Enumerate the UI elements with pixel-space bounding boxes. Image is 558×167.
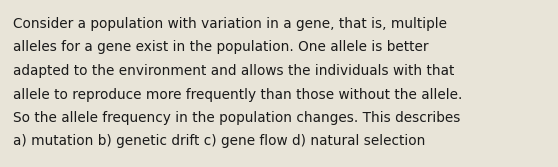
Text: allele to reproduce more frequently than those without the allele.: allele to reproduce more frequently than… xyxy=(13,88,463,102)
Text: adapted to the environment and allows the individuals with that: adapted to the environment and allows th… xyxy=(13,64,454,78)
Text: Consider a population with variation in a gene, that is, multiple: Consider a population with variation in … xyxy=(13,17,447,31)
Text: So the allele frequency in the population changes. This describes: So the allele frequency in the populatio… xyxy=(13,111,460,125)
Text: a) mutation b) genetic drift c) gene flow d) natural selection: a) mutation b) genetic drift c) gene flo… xyxy=(13,134,425,148)
Text: alleles for a gene exist in the population. One allele is better: alleles for a gene exist in the populati… xyxy=(13,41,429,54)
